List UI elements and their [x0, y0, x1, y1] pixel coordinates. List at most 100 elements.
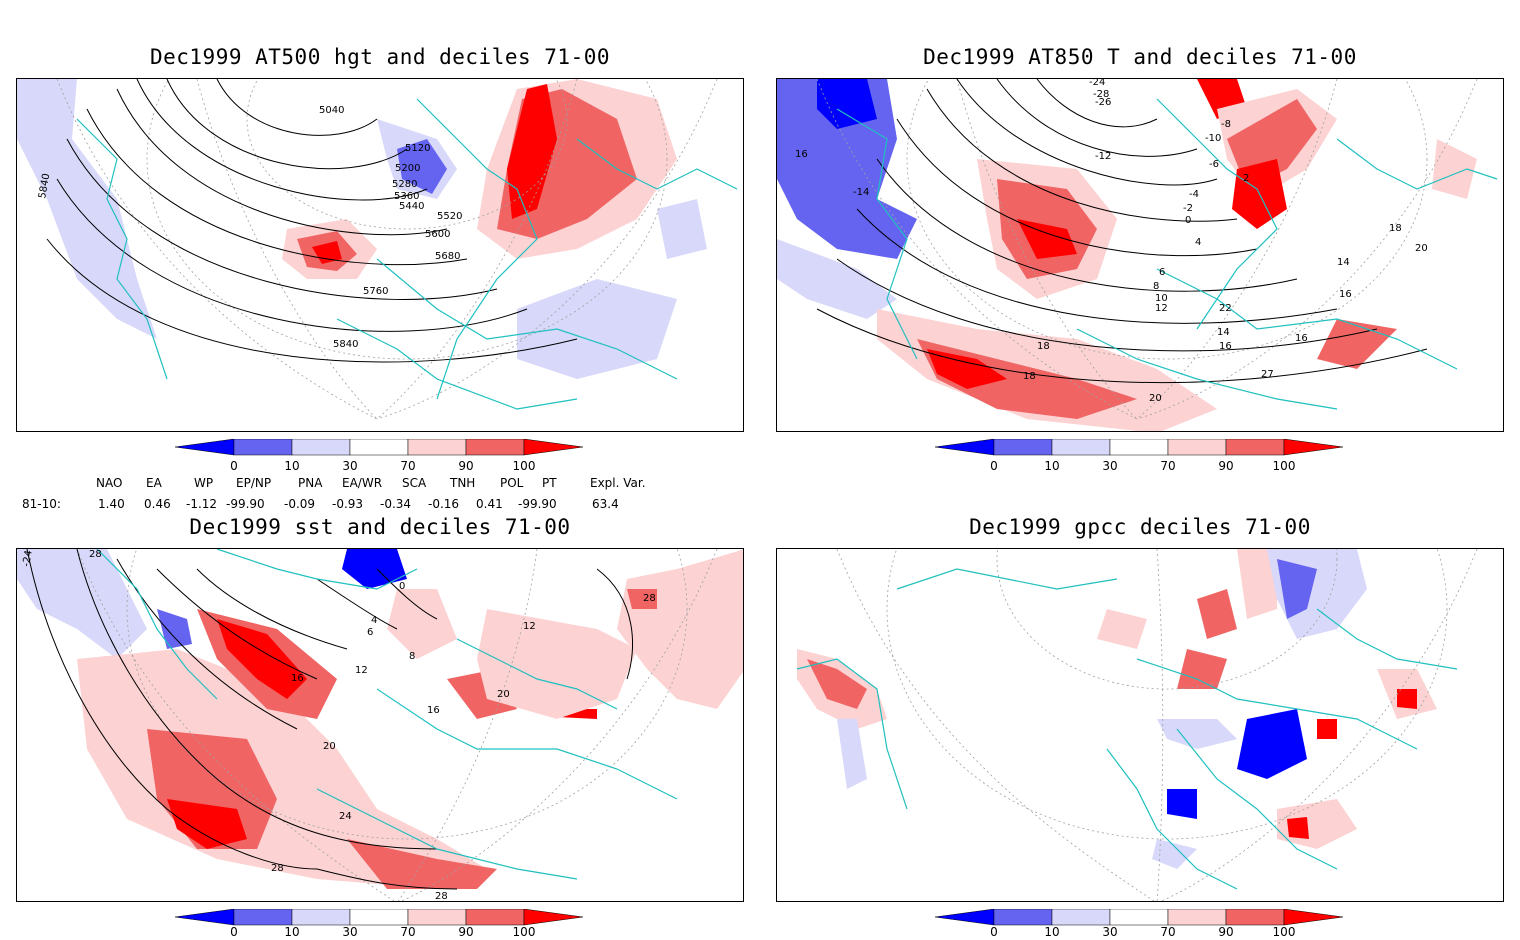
panel-title-sst: Dec1999 sst and deciles 71-00: [189, 515, 571, 539]
contour-label: 28: [89, 549, 102, 560]
colorbar-label: 100: [512, 459, 536, 473]
colorbar-gpcc: 0 10 30 70 90 100: [934, 908, 1355, 940]
contour-label: 5840: [333, 339, 358, 350]
contour-label: 16: [1295, 333, 1308, 344]
contour-label: -8: [1221, 119, 1231, 130]
contour-label: 8: [409, 651, 415, 662]
contour-label: -14: [853, 187, 869, 198]
map-hgt500: 5040 5120 5200 5280 5360 5440 5520 5600 …: [16, 78, 744, 432]
index-value: -0.34: [380, 497, 412, 511]
index-value: -0.93: [332, 497, 364, 511]
contour-label: 0: [399, 581, 405, 592]
index-header: TNH: [450, 476, 476, 490]
contour-label: -12: [1095, 151, 1111, 162]
contour-label: 18: [1389, 223, 1402, 234]
contour-label: 5760: [363, 286, 388, 297]
contour-label: -4: [1189, 189, 1199, 200]
colorbar-label: 0: [990, 459, 998, 473]
colorbar-label: 10: [1044, 925, 1060, 939]
contour-label: 8: [1153, 281, 1159, 292]
contour-label: 6: [367, 627, 373, 638]
index-value: -0.09: [284, 497, 316, 511]
contour-label: 16: [1339, 289, 1352, 300]
index-header: EA: [146, 476, 162, 490]
contour-label: 5440: [399, 201, 424, 212]
colorbar-label: 10: [284, 459, 300, 473]
colorbar-label: 70: [1160, 925, 1176, 939]
map-sst: -24 28 0 4 6 8 12 16 20 24 28 28 16 20 1…: [16, 548, 744, 902]
contour-label: 28: [643, 593, 656, 604]
contour-label: 20: [323, 741, 336, 752]
map-gpcc: [776, 548, 1504, 902]
colorbar-gpcc-swatches: [934, 908, 1344, 926]
panel-title-gpcc: Dec1999 gpcc deciles 71-00: [969, 515, 1311, 539]
index-value: 0.41: [476, 497, 503, 511]
colorbar-label: 100: [512, 925, 536, 939]
contour-label: 0: [1185, 215, 1191, 226]
colorbar-label: 30: [1102, 925, 1118, 939]
contour-label: -2: [1183, 203, 1193, 214]
index-value: -99.90: [518, 497, 557, 511]
contour-label: 5680: [435, 251, 460, 262]
contour-label: -24: [1089, 79, 1105, 88]
colorbar-label: 0: [990, 925, 998, 939]
index-header: NAO: [96, 476, 123, 490]
colorbar-hgt500: 0 10 30 70 90 100: [174, 438, 595, 479]
contour-label: -26: [1095, 97, 1111, 108]
index-header: Expl. Var.: [590, 476, 646, 490]
contour-label: 2: [1243, 173, 1249, 184]
sst-contour-labels: -24 28 0 4 6 8 12 16 20 24 28 28 16 20 1…: [21, 549, 656, 902]
index-value: 63.4: [592, 497, 619, 511]
contour-label: 10: [1155, 293, 1168, 304]
contour-label: 12: [355, 665, 368, 676]
panel-title-t850: Dec1999 AT850 T and deciles 71-00: [923, 45, 1357, 69]
colorbar-label: 0: [230, 459, 238, 473]
contour-label: 27: [1261, 369, 1274, 380]
indices-value-row: 81-10: 1.40 0.46 -1.12 -99.90 -0.09 -0.9…: [0, 497, 760, 513]
map-gpcc-canvas: [796, 549, 1478, 901]
contour-label: -10: [1205, 133, 1221, 144]
map-t850-canvas: -24 -28 -26 -10 -8 -12 -6 -4 -2 0 2 4 6 …: [777, 79, 1498, 431]
contour-label: 5600: [425, 229, 450, 240]
contour-label: 5360: [394, 191, 419, 202]
contour-label: 5520: [437, 211, 462, 222]
contour-label: 6: [1159, 267, 1165, 278]
colorbar-label: 0: [230, 925, 238, 939]
colorbar-t850-swatches: [934, 438, 1344, 456]
colorbar-label: 70: [400, 459, 416, 473]
contour-label: 20: [1149, 393, 1162, 404]
index-value: 1.40: [98, 497, 125, 511]
colorbar-label: 90: [1218, 459, 1234, 473]
colorbar-label: 90: [458, 925, 474, 939]
colorbar-label: 30: [342, 459, 358, 473]
contour-label: 28: [435, 891, 448, 902]
contour-label: 16: [795, 149, 808, 160]
index-value: 0.46: [144, 497, 171, 511]
index-value: -99.90: [226, 497, 265, 511]
colorbar-label: 100: [1272, 925, 1296, 939]
indices-header-row: NAO EA WP EP/NP PNA EA/WR SCA TNH POL PT…: [0, 476, 760, 492]
contour-label: 5280: [392, 179, 417, 190]
colorbar-label: 10: [1044, 459, 1060, 473]
colorbar-label: 100: [1272, 459, 1296, 473]
colorbar-t850: 0 10 30 70 90 100: [934, 438, 1355, 479]
contour-label: 14: [1217, 327, 1230, 338]
contour-label: 5120: [405, 143, 430, 154]
index-header: WP: [194, 476, 214, 490]
contour-label: 16: [427, 705, 440, 716]
contour-label: 5040: [319, 105, 344, 116]
contour-label: -28: [1093, 89, 1109, 100]
panel-title-hgt500: Dec1999 AT500 hgt and deciles 71-00: [149, 45, 610, 69]
index-row-label: 81-10:: [22, 497, 61, 511]
contour-label: 4: [1195, 237, 1201, 248]
contour-label: 12: [1155, 303, 1168, 314]
contour-label: 4: [371, 615, 377, 626]
contour-label: 20: [497, 689, 510, 700]
colorbar-sst-swatches: [174, 908, 584, 926]
index-header: PT: [542, 476, 557, 490]
index-value: -1.12: [186, 497, 218, 511]
map-t850: -24 -28 -26 -10 -8 -12 -6 -4 -2 0 2 4 6 …: [776, 78, 1504, 432]
index-header: SCA: [402, 476, 427, 490]
colorbar-sst: 0 10 30 70 90 100: [174, 908, 595, 940]
map-hgt500-canvas: 5040 5120 5200 5280 5360 5440 5520 5600 …: [17, 79, 743, 420]
